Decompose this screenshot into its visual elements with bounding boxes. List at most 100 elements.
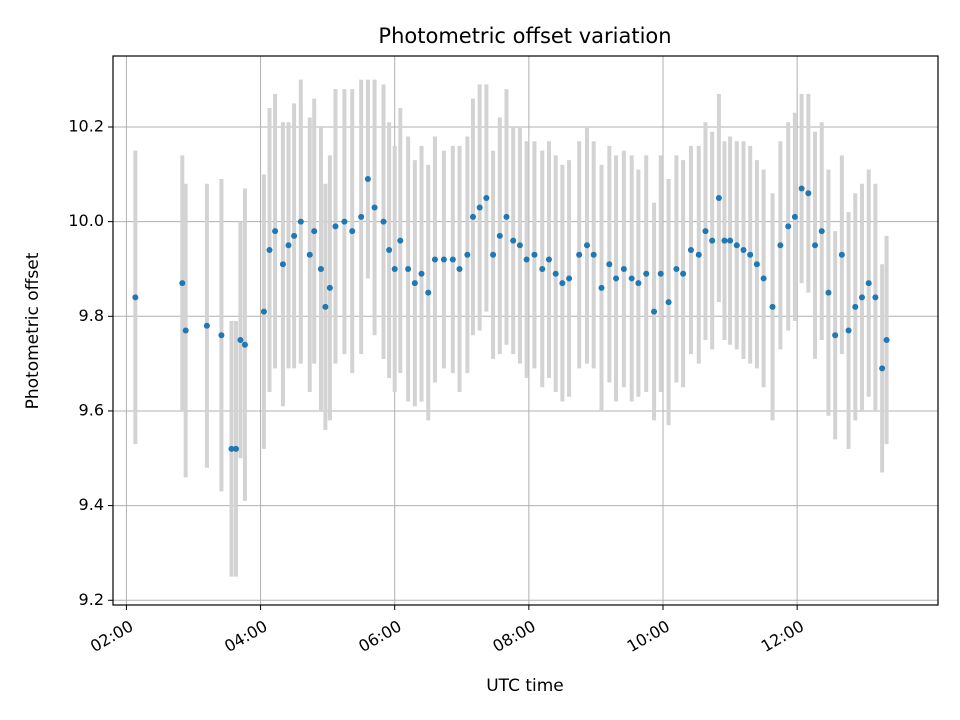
data-point — [341, 218, 348, 225]
data-point — [883, 336, 890, 343]
data-point — [673, 265, 680, 272]
data-point — [687, 247, 694, 254]
data-point — [464, 251, 471, 258]
data-point — [576, 251, 583, 258]
data-point — [297, 218, 304, 225]
y-tick-label: 10.2 — [68, 116, 104, 135]
data-point — [858, 294, 865, 301]
data-point — [503, 213, 510, 220]
data-point — [613, 275, 620, 282]
data-point — [272, 228, 279, 235]
data-point — [791, 213, 798, 220]
data-point — [740, 247, 747, 254]
data-point — [380, 218, 387, 225]
data-point — [306, 251, 313, 258]
data-point — [695, 251, 702, 258]
y-axis-ticks: 9.2 9.4 9.6 9.8 10.0 10.2 — [68, 116, 113, 609]
data-point — [266, 247, 273, 254]
data-point — [545, 256, 552, 263]
data-point — [747, 251, 754, 258]
data-point — [606, 261, 613, 268]
data-point — [279, 261, 286, 268]
data-point — [845, 327, 852, 334]
data-point — [332, 223, 339, 230]
data-point — [552, 270, 559, 277]
data-point — [311, 228, 318, 235]
data-point — [358, 213, 365, 220]
data-point — [838, 251, 845, 258]
y-tick-label: 9.8 — [79, 306, 104, 325]
data-point — [182, 327, 189, 334]
data-point — [539, 265, 546, 272]
data-point — [769, 303, 776, 310]
data-point — [218, 332, 225, 339]
data-point — [476, 204, 483, 211]
data-point — [483, 194, 490, 201]
data-point — [805, 190, 812, 197]
data-point — [456, 265, 463, 272]
data-point — [411, 280, 418, 287]
data-point — [872, 294, 879, 301]
data-point — [715, 194, 722, 201]
data-point — [760, 275, 767, 282]
data-points — [132, 176, 890, 452]
data-point — [865, 280, 872, 287]
data-point — [665, 299, 672, 306]
data-point — [680, 270, 687, 277]
data-point — [241, 341, 248, 348]
data-point — [449, 256, 456, 263]
data-point — [371, 204, 378, 211]
data-point — [559, 280, 566, 287]
data-point — [364, 176, 371, 183]
data-point — [349, 228, 356, 235]
data-point — [825, 289, 832, 296]
y-axis-label: Photometric offset — [23, 252, 43, 409]
data-point — [798, 185, 805, 192]
data-point — [260, 308, 267, 315]
chart-title: Photometric offset variation — [378, 24, 671, 48]
data-point — [832, 332, 839, 339]
data-point — [510, 237, 517, 244]
y-tick-label: 9.4 — [79, 495, 104, 514]
data-point — [405, 265, 412, 272]
data-point — [709, 237, 716, 244]
data-point — [812, 242, 819, 249]
data-point — [285, 242, 292, 249]
data-point — [386, 247, 393, 254]
data-point — [418, 270, 425, 277]
data-point — [628, 275, 635, 282]
data-point — [566, 275, 573, 282]
data-point — [651, 308, 658, 315]
data-point — [322, 303, 329, 310]
data-point — [391, 265, 398, 272]
data-point — [523, 256, 530, 263]
data-point — [620, 265, 627, 272]
data-point — [469, 213, 476, 220]
data-point — [440, 256, 447, 263]
data-point — [496, 232, 503, 239]
data-point — [702, 228, 709, 235]
data-point — [852, 303, 859, 310]
data-point — [721, 237, 728, 244]
data-point — [818, 228, 825, 235]
data-point — [326, 284, 333, 291]
data-point — [425, 289, 432, 296]
data-point — [583, 242, 590, 249]
data-point — [531, 251, 538, 258]
x-axis-label: UTC time — [486, 676, 564, 696]
data-point — [733, 242, 740, 249]
data-point — [237, 336, 244, 343]
data-point — [397, 237, 404, 244]
data-point — [431, 256, 438, 263]
plot-frame — [112, 55, 939, 606]
data-point — [179, 280, 186, 287]
data-point — [727, 237, 734, 244]
data-point — [490, 251, 497, 258]
data-point — [643, 270, 650, 277]
data-point — [228, 445, 235, 452]
data-point — [879, 365, 886, 372]
data-point — [753, 261, 760, 268]
data-point — [291, 232, 298, 239]
y-tick-label: 9.2 — [79, 590, 104, 609]
